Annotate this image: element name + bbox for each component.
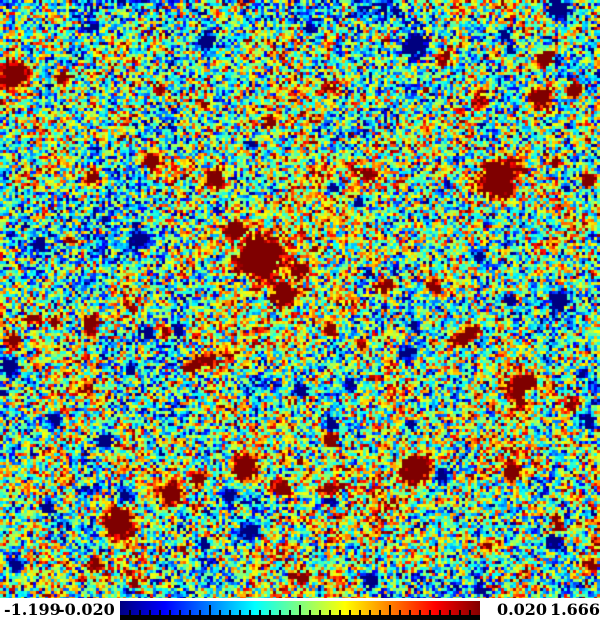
colorbar-minor-tick <box>419 610 421 620</box>
colorbar-minor-tick <box>399 610 401 620</box>
colorbar-minor-tick <box>159 610 161 620</box>
colorbar-minor-tick <box>379 610 381 620</box>
colorbar-minor-tick <box>229 610 231 620</box>
colorbar-minor-tick <box>179 610 181 620</box>
colorbar-minor-tick <box>169 610 171 620</box>
colorbar-minor-tick <box>219 610 221 620</box>
colorbar-label-data-min: -1.199 <box>4 600 61 619</box>
colorbar-label-scale-min: -0.020 <box>58 600 115 619</box>
colorbar-minor-tick <box>349 610 351 620</box>
colorbar-minor-tick <box>409 610 411 620</box>
colorbar-minor-tick <box>199 610 201 620</box>
colorbar-minor-tick <box>149 610 151 620</box>
colorbar-minor-tick <box>319 610 321 620</box>
colorbar-minor-tick <box>129 610 131 620</box>
colorbar-major-tick <box>209 605 211 620</box>
colorbar-minor-tick <box>359 610 361 620</box>
colorbar-minor-tick <box>139 610 141 620</box>
colorbar-major-tick <box>389 605 391 620</box>
colorbar-minor-tick <box>459 610 461 620</box>
colorbar-minor-tick <box>339 610 341 620</box>
colorbar-minor-tick <box>449 610 451 620</box>
colorbar-minor-tick <box>309 610 311 620</box>
colorbar-minor-tick <box>279 610 281 620</box>
colorbar-minor-tick <box>239 610 241 620</box>
colorbar-major-tick <box>299 605 301 620</box>
colorbar-minor-tick <box>469 610 471 620</box>
colorbar-minor-tick <box>429 610 431 620</box>
colorbar-minor-tick <box>269 610 271 620</box>
colorbar-label-data-max: 1.666 <box>549 600 600 619</box>
colorbar-minor-tick <box>289 610 291 620</box>
colorbar-label-scale-max: 0.020 <box>496 600 548 619</box>
colorbar-minor-tick <box>369 610 371 620</box>
colorbar-minor-tick <box>249 610 251 620</box>
colorbar-minor-tick <box>329 610 331 620</box>
sky-map-canvas <box>0 0 600 598</box>
colorbar-minor-tick <box>189 610 191 620</box>
colorbar-minor-tick <box>439 610 441 620</box>
colorbar-minor-tick <box>259 610 261 620</box>
